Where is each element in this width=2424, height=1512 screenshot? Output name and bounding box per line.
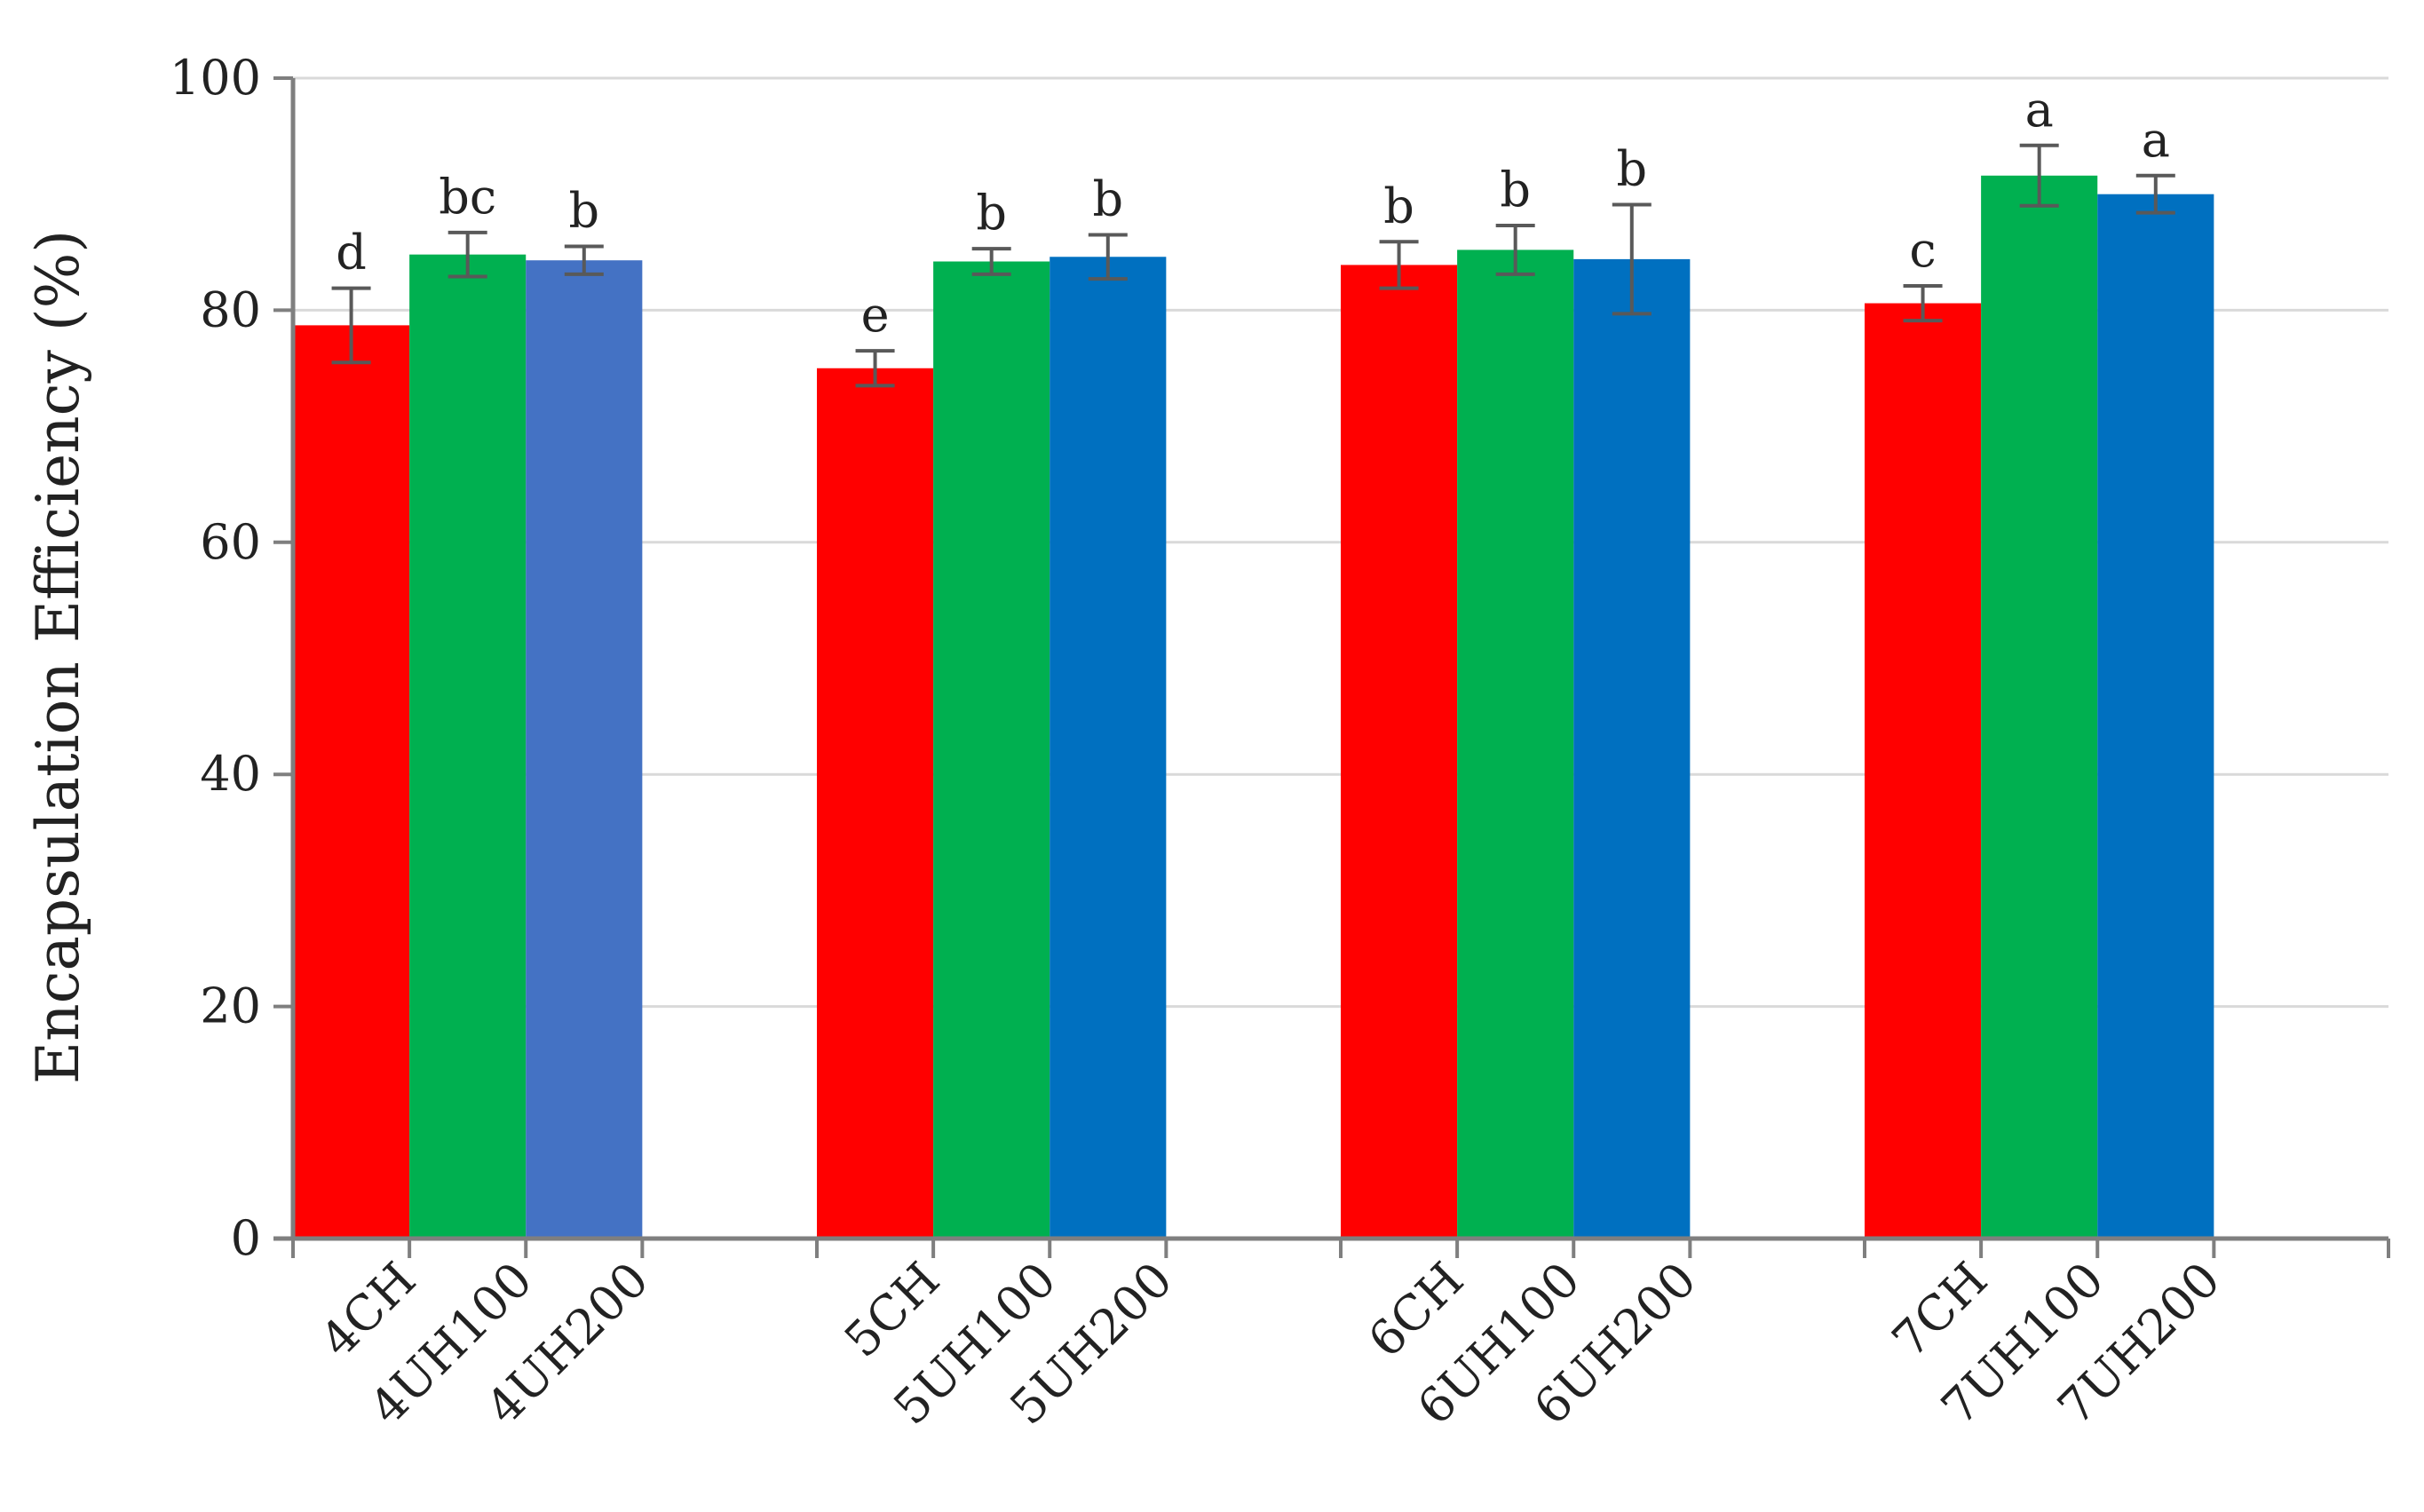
- bar-6UH200: [1573, 258, 1691, 1239]
- bar-6CH: [1341, 265, 1458, 1239]
- y-axis-title: Encapsulation Efficiency (%): [24, 230, 92, 1084]
- y-tick-label: 0: [231, 1210, 261, 1266]
- bar-5UH100: [933, 261, 1050, 1239]
- error-bars: [331, 143, 2175, 388]
- bar-4UH100: [409, 254, 527, 1239]
- bar-4CH: [293, 325, 410, 1239]
- significance-letter-6UH200: b: [1617, 140, 1648, 196]
- significance-letter-5CH: e: [861, 287, 890, 343]
- bar-5CH: [817, 368, 934, 1239]
- y-tick-label: 20: [200, 978, 261, 1034]
- significance-letter-6UH100: b: [1500, 162, 1531, 218]
- bar-4UH200: [526, 260, 643, 1239]
- y-tick-label: 100: [170, 50, 261, 106]
- y-tick-label: 80: [200, 281, 261, 337]
- bar-7CH: [1865, 303, 1982, 1239]
- significance-letter-4CH: d: [336, 225, 367, 281]
- axes: [273, 76, 2390, 1258]
- significance-letter-5UH200: b: [1093, 170, 1124, 226]
- significance-letter-7CH: c: [1909, 222, 1936, 278]
- bar-6UH100: [1457, 249, 1574, 1239]
- y-tick-label: 40: [200, 746, 261, 802]
- significance-letter-7UH100: a: [2025, 82, 2054, 138]
- bar-7UH100: [1981, 175, 2098, 1239]
- bars: [293, 175, 2214, 1239]
- bar-5UH200: [1050, 257, 1167, 1239]
- bar-7UH200: [2097, 194, 2214, 1239]
- significance-letter-6CH: b: [1383, 178, 1414, 234]
- significance-letter-4UH100: bc: [439, 169, 496, 225]
- significance-letter-5UH100: b: [976, 185, 1007, 241]
- y-tick-label: 60: [200, 514, 261, 570]
- y-tick-labels: 0 20 40 60 80 100: [170, 50, 261, 1266]
- significance-letter-7UH200: a: [2142, 112, 2170, 168]
- significance-letter-4UH200: b: [569, 183, 600, 239]
